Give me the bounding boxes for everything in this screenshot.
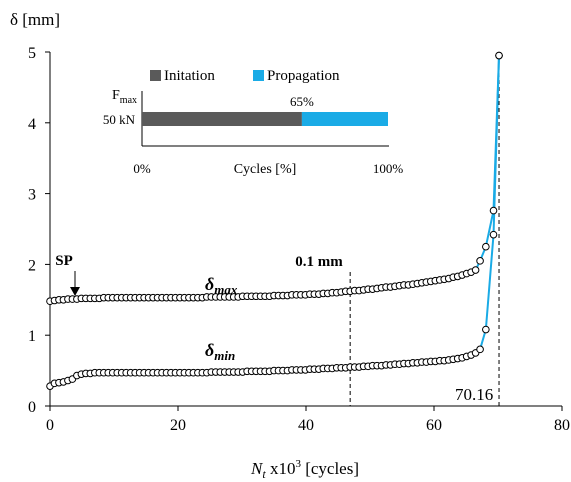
inset-chart: Initation Propagation Fmax 50 kN 65% 0% … xyxy=(103,68,403,177)
inset-split-label: 65% xyxy=(290,94,314,109)
axes: 0 20 40 60 80 0 1 2 3 4 5 xyxy=(28,45,570,434)
y-tick-label-3: 3 xyxy=(28,187,36,204)
series-label-delta-max: δmax xyxy=(205,274,238,297)
failure-cycles-label: 70.16 xyxy=(455,385,493,404)
sp-arrow-head xyxy=(70,287,80,296)
legend-swatch-propagation xyxy=(253,70,264,81)
point-s1-97 xyxy=(482,325,490,334)
inset-x-tick-100: 100% xyxy=(373,161,404,176)
legend-swatch-initiation xyxy=(150,70,161,81)
inset-x-title: Cycles [%] xyxy=(234,162,297,177)
x-tick-label-1: 20 xyxy=(170,417,186,434)
inset-y-title: Fmax xyxy=(112,88,137,106)
x-tick-label-2: 40 xyxy=(298,417,314,434)
y-tick-label-1: 1 xyxy=(28,328,36,345)
y-tick-label-4: 4 xyxy=(28,116,36,133)
inset-category-label: 50 kN xyxy=(103,112,136,127)
x-tick-label-4: 80 xyxy=(554,417,570,434)
series-label-delta-min: δmin xyxy=(205,340,235,363)
point-s0-98 xyxy=(489,206,498,215)
y-axis-title: δ [mm] xyxy=(10,10,60,29)
legend-label-initiation: Initation xyxy=(164,68,215,84)
y-tick-label-5: 5 xyxy=(28,45,36,62)
point-s1-96 xyxy=(476,345,484,354)
y-tick-label-0: 0 xyxy=(28,399,36,416)
inset-bar-propagation xyxy=(301,112,388,126)
x-tick-label-3: 60 xyxy=(426,417,442,434)
sp-label: SP xyxy=(55,253,73,269)
x-tick-label-0: 0 xyxy=(46,417,54,434)
point-s0-97 xyxy=(482,242,490,251)
point-s0-96 xyxy=(476,257,484,265)
legend-label-propagation: Propagation xyxy=(267,68,340,84)
inset-bar-initiation xyxy=(142,112,302,126)
point-s1-98 xyxy=(489,230,498,239)
x-axis-title: Nt x103 [cycles] xyxy=(250,458,359,481)
point-s1-99 xyxy=(495,51,503,60)
inset-x-tick-0: 0% xyxy=(133,161,151,176)
y-tick-label-2: 2 xyxy=(28,257,36,274)
point-s0-95 xyxy=(471,266,480,274)
series-line-1 xyxy=(49,55,501,388)
crossing-label: 0.1 mm xyxy=(295,254,343,270)
